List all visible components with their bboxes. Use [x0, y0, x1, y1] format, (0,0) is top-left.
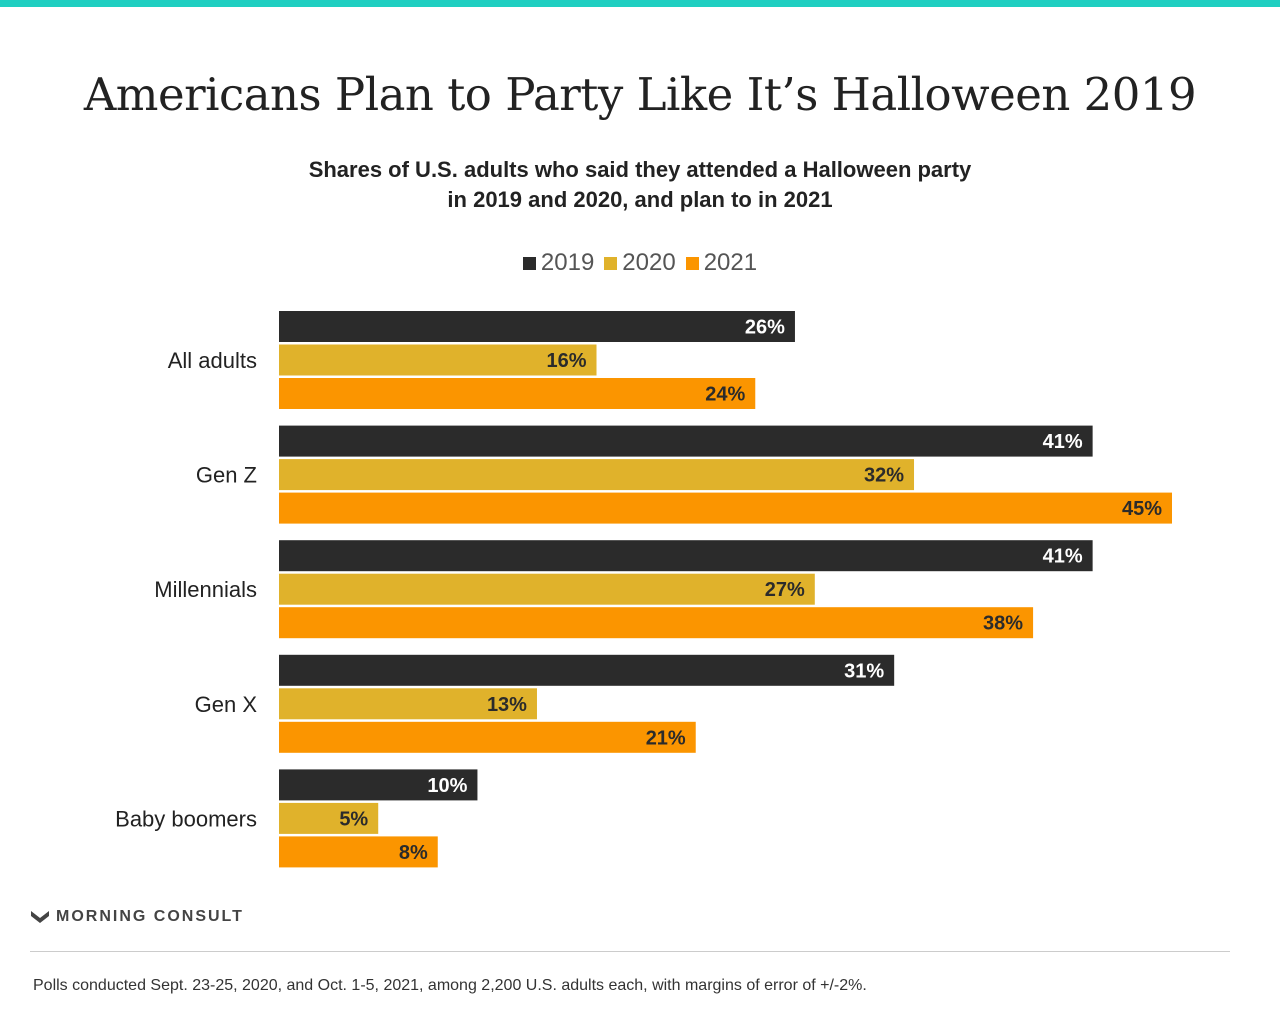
bar-2019 — [279, 311, 795, 342]
bar-2020 — [279, 688, 537, 720]
bar-2021 — [279, 721, 696, 753]
chart-title: Americans Plan to Party Like It’s Hallow… — [83, 68, 1197, 121]
bar-value-label: 41% — [1043, 546, 1083, 568]
bar-2021 — [279, 607, 1034, 639]
bar-2020 — [279, 802, 379, 834]
bar-value-label: 31% — [844, 660, 884, 682]
morning-consult-m-icon — [31, 911, 49, 923]
category-label: Gen X — [195, 692, 258, 717]
bar-value-label: 10% — [427, 775, 467, 797]
legend-label-2021: 2021 — [703, 249, 758, 276]
logo-text: MORNING CONSULT — [56, 908, 244, 925]
bar-value-label: 21% — [646, 727, 686, 749]
footer-divider — [30, 951, 1230, 952]
legend-label-2019: 2019 — [540, 249, 595, 276]
category-label: Millennials — [154, 577, 257, 602]
bar-2021 — [279, 378, 756, 409]
bar-2019 — [279, 540, 1093, 572]
bar-value-label: 32% — [864, 465, 904, 487]
bar-value-label: 8% — [399, 842, 428, 864]
bar-2020 — [279, 573, 815, 605]
bar-value-label: 27% — [765, 579, 805, 601]
bar-value-label: 24% — [705, 384, 745, 406]
bar-2019 — [279, 425, 1093, 457]
legend-item-2019: 2019 — [522, 249, 595, 277]
chart-footnote: Polls conducted Sept. 23-25, 2020, and O… — [33, 977, 867, 994]
morning-consult-logo: MORNING CONSULT — [30, 908, 244, 926]
legend-item-2020: 2020 — [604, 249, 676, 277]
chart-subtitle-line-2: in 2019 and 2020, and plan to in 2021 — [447, 187, 833, 212]
category-label: All adults — [168, 348, 257, 373]
bar-2019 — [279, 654, 895, 686]
top-accent-bar — [0, 0, 1280, 7]
bar-chart: All adults 26% 16% 24% Gen Z 41% 32% 45% Millenn… — [115, 311, 1172, 868]
category-label: Gen Z — [196, 463, 257, 488]
legend-item-2021: 2021 — [685, 249, 758, 277]
bar-value-label: 45% — [1122, 498, 1162, 520]
legend-label-2020: 2020 — [622, 249, 676, 276]
category-label: Baby boomers — [115, 806, 257, 831]
chart-legend: 2019 2020 2021 — [0, 249, 1280, 277]
legend-swatch-2019 — [522, 256, 536, 270]
bar-2021 — [279, 492, 1172, 524]
bar-value-label: 26% — [745, 317, 785, 339]
bar-2020 — [279, 344, 597, 376]
bar-value-label: 5% — [339, 808, 368, 830]
bar-2021 — [279, 836, 438, 868]
legend-swatch-2020 — [604, 256, 618, 270]
bar-value-label: 41% — [1043, 431, 1083, 453]
chart-subtitle-line-1: Shares of U.S. adults who said they atte… — [308, 157, 972, 182]
legend-swatch-2021 — [685, 256, 699, 270]
bar-value-label: 16% — [546, 350, 586, 372]
bar-value-label: 13% — [487, 694, 527, 716]
bar-value-label: 38% — [983, 613, 1023, 635]
bar-2019 — [279, 769, 478, 801]
bar-2020 — [279, 459, 915, 491]
